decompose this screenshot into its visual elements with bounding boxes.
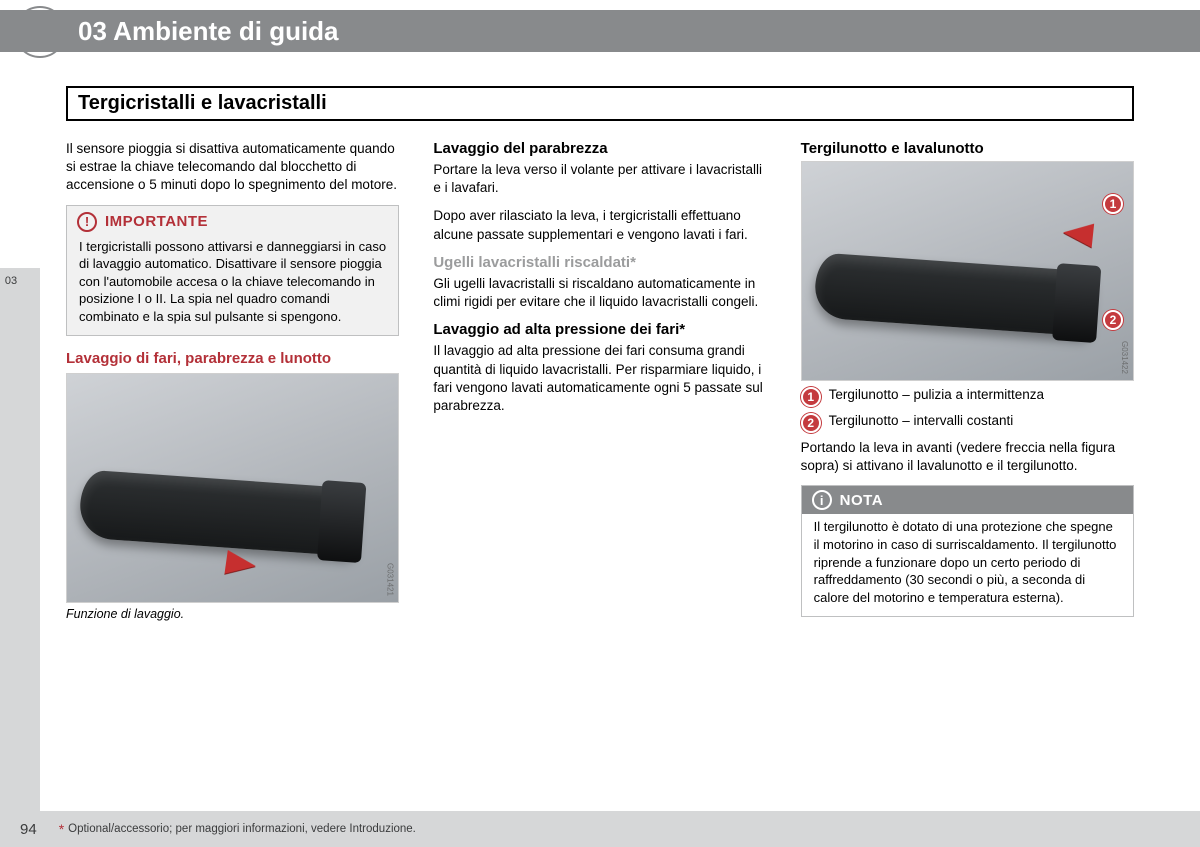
page-number: 94 [20, 821, 37, 838]
col2-p2: Dopo aver rilasciato la leva, i tergicri… [433, 207, 766, 243]
list-badge-1: 1 [801, 387, 821, 407]
figure-badge-1: 1 [1103, 194, 1123, 214]
col2-h3: Lavaggio ad alta pressione dei fari* [433, 321, 766, 338]
list-badge-2: 2 [801, 413, 821, 433]
footnote-star-icon: * [59, 821, 64, 837]
figure-badge-2: 2 [1103, 310, 1123, 330]
intro-text: Il sensore pioggia si disattiva automati… [66, 140, 399, 195]
figure-rear-wiper: 1 2 G031422 [801, 161, 1134, 381]
note-body: Il tergilunotto è dotato di una protezio… [802, 514, 1133, 616]
list-item-1: 1 Tergilunotto – pulizia a intermittenza [801, 387, 1134, 407]
column-2: Lavaggio del parabrezza Portare la leva … [433, 140, 766, 787]
footer-note: Optional/accessorio; per maggiori inform… [68, 823, 416, 835]
col2-h2: Ugelli lavacristalli riscaldati* [433, 254, 766, 271]
col3-h1: Tergilunotto e lavalunotto [801, 140, 1134, 157]
chapter-title: 03 Ambiente di guida [78, 16, 339, 47]
badge-1: 1 [1103, 194, 1123, 214]
arrow-icon [225, 550, 258, 578]
badge-2: 2 [1103, 310, 1123, 330]
arrow-icon [1062, 220, 1094, 247]
left-margin-bar [0, 268, 40, 847]
important-callout: ! IMPORTANTE I tergicristalli possono at… [66, 205, 399, 337]
col1-subhead: Lavaggio di fari, parabrezza e lunotto [66, 350, 399, 367]
column-3: Tergilunotto e lavalunotto 1 2 G031422 1… [801, 140, 1134, 787]
list-text-1: Tergilunotto – pulizia a intermittenza [829, 387, 1044, 402]
note-callout: i NOTA Il tergilunotto è dotato di una p… [801, 485, 1134, 617]
side-tab: 03 [0, 268, 22, 294]
important-icon: ! [77, 212, 97, 232]
col2-p4: Il lavaggio ad alta pressione dei fari c… [433, 342, 766, 415]
section-title: Tergicristalli e lavacristalli [66, 86, 1134, 121]
wiper-stalk-graphic-2 [813, 253, 1095, 338]
figure-wash-function: G031421 [66, 373, 399, 603]
figure-code-2: G031422 [1120, 341, 1129, 374]
figure-caption: Funzione di lavaggio. [66, 607, 399, 621]
col2-p3: Gli ugelli lavacristalli si riscaldano a… [433, 275, 766, 311]
col2-h1: Lavaggio del parabrezza [433, 140, 766, 157]
col3-p1: Portando la leva in avanti (vedere frecc… [801, 439, 1134, 475]
info-icon: i [812, 490, 832, 510]
column-1: Il sensore pioggia si disattiva automati… [66, 140, 399, 787]
chapter-header: 03 Ambiente di guida [0, 10, 1200, 52]
important-body: I tergicristalli possono attivarsi e dan… [67, 234, 398, 336]
page-footer: 94 * Optional/accessorio; per maggiori i… [0, 811, 1200, 847]
note-header: i NOTA [802, 486, 1133, 514]
col2-p1: Portare la leva verso il volante per att… [433, 161, 766, 197]
list-item-2: 2 Tergilunotto – intervalli costanti [801, 413, 1134, 433]
wiper-stalk-graphic [78, 470, 360, 558]
note-label: NOTA [840, 492, 883, 509]
important-label: IMPORTANTE [105, 213, 208, 230]
figure-code: G031421 [385, 563, 394, 596]
list-text-2: Tergilunotto – intervalli costanti [829, 413, 1014, 428]
important-header: ! IMPORTANTE [67, 206, 398, 234]
content-columns: Il sensore pioggia si disattiva automati… [66, 140, 1134, 787]
